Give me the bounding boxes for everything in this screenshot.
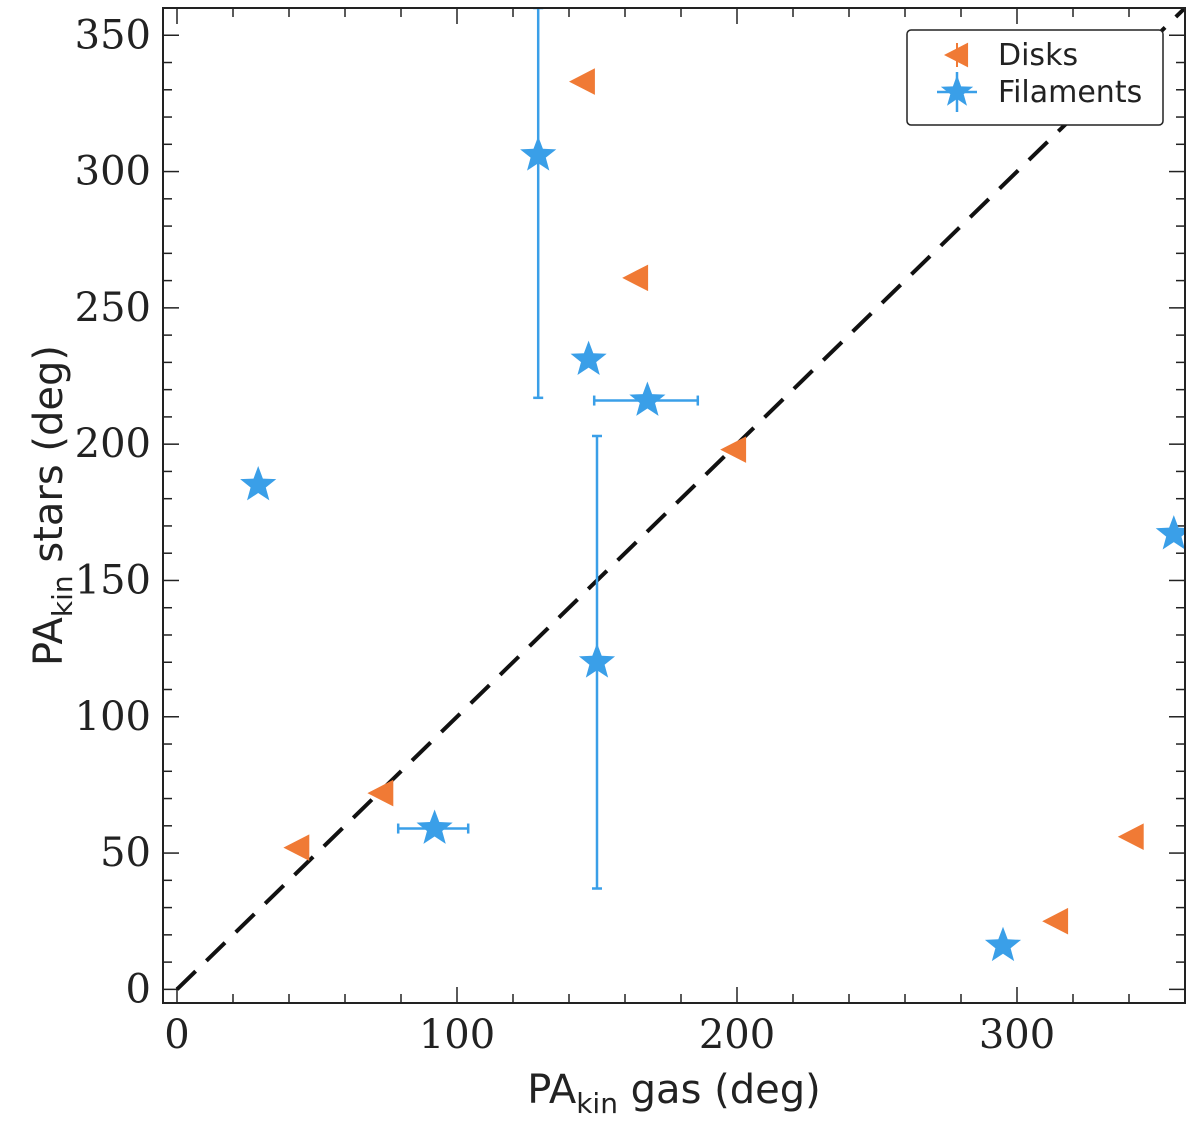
x-axis-label: PAkin gas (deg) [527, 1067, 820, 1120]
y-tick-label: 300 [75, 149, 151, 195]
data-layer [240, 8, 1185, 962]
filament-star-marker [984, 926, 1022, 962]
disk-triangle-marker [1042, 907, 1069, 935]
legend-label: Filaments [998, 75, 1142, 110]
y-tick-label: 150 [75, 557, 151, 603]
filament-star-marker [520, 136, 557, 171]
x-tick-label: 300 [979, 1012, 1055, 1058]
tick-labels-layer: 0 100 200 300 0 50 100 150 200 250 300 350 [75, 12, 1056, 1058]
filament-star-marker [240, 466, 277, 501]
legend-triangle-marker [944, 42, 969, 68]
disk-triangle-marker [622, 264, 649, 292]
disk-triangle-marker [569, 68, 595, 95]
x-tick-label: 200 [699, 1012, 775, 1058]
disk-triangle-marker [1117, 823, 1144, 851]
y-tick-label: 100 [75, 694, 151, 740]
x-tick-label: 100 [419, 1012, 495, 1058]
y-tick-label: 250 [75, 285, 151, 331]
one-to-one-line [175, 8, 1185, 991]
legend-star-marker [940, 75, 974, 106]
y-tick-label: 200 [75, 421, 151, 467]
y-tick-label: 50 [100, 830, 151, 876]
y-tick-label: 350 [75, 12, 151, 58]
legend-box [906, 29, 1164, 126]
y-axis-label: PAkin stars (deg) [26, 345, 79, 666]
legend-label: Disks [998, 38, 1078, 73]
disk-triangle-marker [283, 834, 310, 861]
filament-star-marker [1155, 515, 1185, 550]
x-tick-label: 0 [164, 1012, 189, 1058]
plot-frame [162, 7, 1186, 1004]
reference-line-layer [175, 8, 1185, 991]
disk-triangle-marker [720, 436, 747, 463]
y-tick-label: 0 [126, 966, 151, 1012]
filament-star-marker [570, 340, 607, 376]
disk-triangle-marker [367, 779, 394, 807]
filament-star-marker [578, 643, 616, 678]
filament-star-marker [416, 809, 453, 844]
filament-star-marker [629, 381, 666, 416]
